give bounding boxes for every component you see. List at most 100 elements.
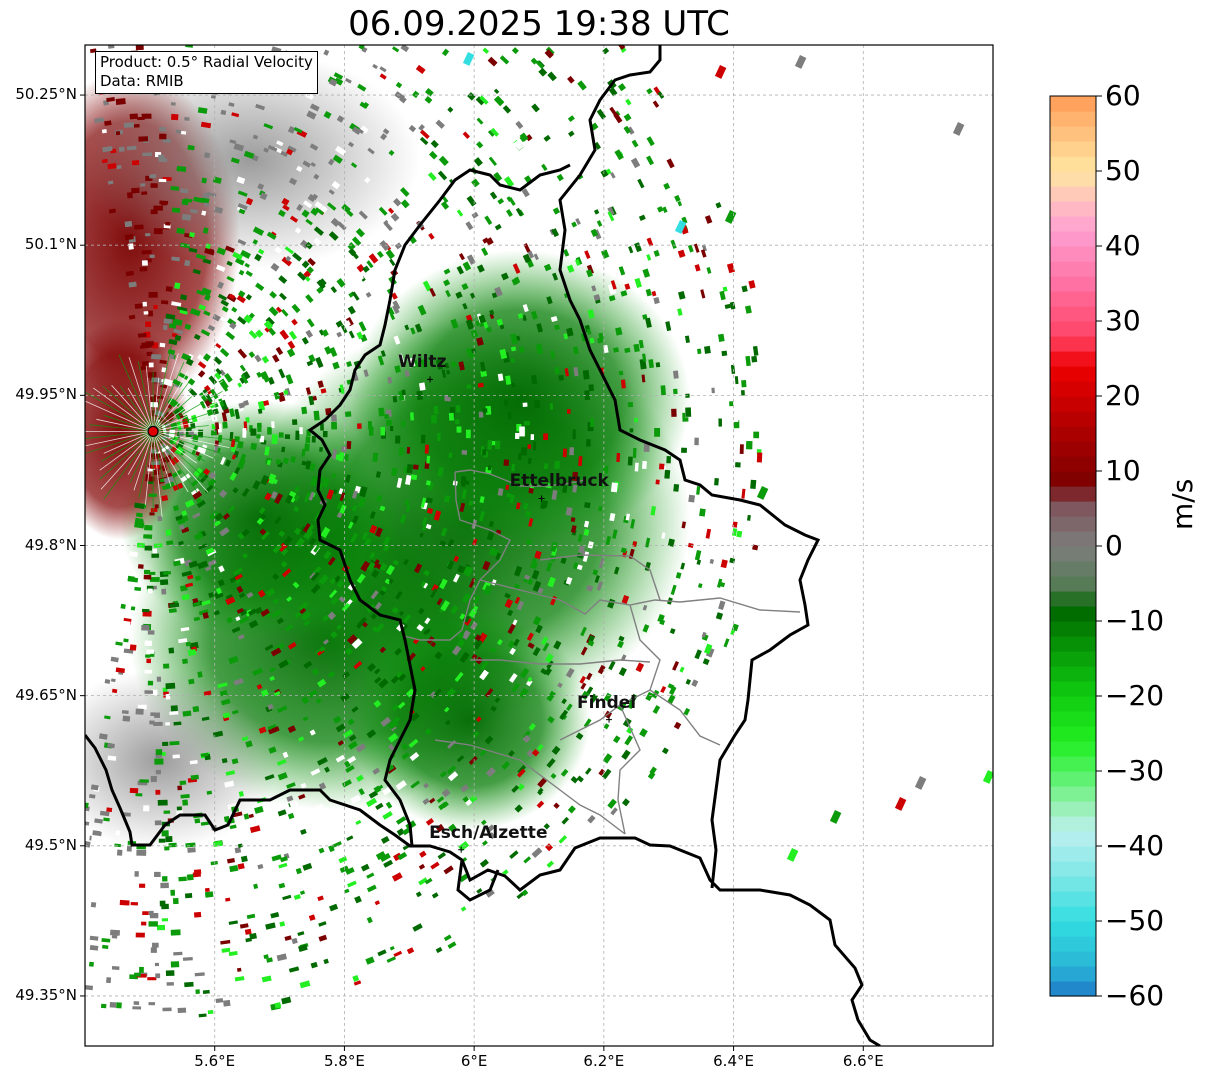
echo-cell (618, 266, 626, 276)
echo-cell (287, 812, 295, 820)
echo-cell (147, 630, 155, 635)
echo-cell (405, 504, 411, 513)
echo-cell (150, 775, 157, 783)
echo-cell (275, 458, 282, 465)
echo-cell (701, 428, 706, 438)
echo-cell (396, 477, 403, 488)
echo-cell (697, 583, 703, 589)
echo-cell (351, 291, 360, 301)
echo-cell (513, 638, 520, 647)
echo-cell (232, 251, 243, 261)
radar-ray (99, 431, 154, 471)
echo-cell (525, 134, 533, 142)
echo-cell (644, 561, 651, 572)
echo-cell (320, 423, 324, 431)
echo-cell (351, 236, 362, 247)
echo-cell (323, 550, 332, 560)
echo-cell (607, 211, 615, 222)
echo-cell (149, 576, 160, 582)
echo-cell (659, 619, 666, 626)
echo-cell (428, 150, 438, 160)
echo-cell (410, 327, 416, 335)
echo-cell (278, 275, 288, 284)
echo-cell (602, 753, 613, 764)
echo-cell (333, 575, 341, 583)
echo-cell (745, 355, 751, 367)
echo-cell (121, 710, 129, 715)
echo-cell (645, 537, 651, 548)
echo-cell (215, 998, 224, 1004)
colorbar-segment (1050, 876, 1096, 892)
echo-cell (169, 602, 180, 608)
echo-cell (426, 507, 434, 514)
colorbar-segment (1050, 261, 1096, 277)
city-marker (606, 716, 613, 723)
echo-cell (458, 253, 465, 261)
echo-cell (269, 675, 275, 682)
city-label: Wiltz (398, 352, 447, 373)
echo-cell (305, 92, 314, 100)
echo-cell (227, 505, 236, 514)
echo-cell (279, 292, 287, 301)
echo-cell (406, 464, 414, 474)
echo-cell (572, 346, 579, 355)
echo-cell (615, 327, 623, 336)
echo-cell (511, 463, 516, 472)
echo-cell (278, 659, 289, 669)
echo-cell (159, 126, 166, 132)
echo-cell (299, 980, 311, 989)
echo-cell (476, 141, 484, 149)
echo-cell (369, 426, 374, 436)
echo-cell (143, 534, 153, 539)
echo-cell (627, 456, 633, 466)
echo-cell (101, 938, 111, 943)
echo-cell (321, 329, 329, 337)
echo-cell (516, 892, 524, 900)
echo-cell (130, 606, 136, 611)
echo-cell (173, 721, 182, 726)
echo-cell (144, 669, 152, 674)
echo-cell (547, 71, 557, 82)
echo-cell (461, 489, 468, 500)
echo-cell (646, 237, 654, 247)
echo-cell (310, 207, 319, 216)
echo-cell (624, 283, 631, 290)
echo-cell (360, 125, 369, 134)
echo-cell (225, 331, 236, 341)
echo-cell (444, 706, 450, 713)
colorbar-segment (1050, 666, 1096, 682)
echo-cell (418, 382, 426, 391)
echo-cell (482, 560, 491, 571)
radar-ray (152, 431, 172, 487)
echo-cell (155, 749, 163, 756)
echo-cell (320, 388, 327, 394)
echo-cell (483, 584, 493, 596)
echo-cell (608, 87, 618, 97)
echo-cell (642, 460, 647, 470)
echo-cell (418, 124, 425, 131)
echo-cell (357, 423, 362, 429)
echo-cell (218, 398, 225, 408)
echo-cell (507, 640, 516, 649)
echo-cell (116, 165, 122, 170)
echo-cell (180, 473, 191, 483)
echo-cell (336, 512, 343, 519)
echo-cell (393, 950, 403, 958)
echo-cell (200, 444, 208, 454)
echo-cell (601, 768, 612, 780)
echo-cell (396, 828, 405, 837)
echo-cell (582, 551, 590, 562)
echo-cell (179, 309, 188, 315)
echo-cell (219, 689, 228, 697)
echo-cell (297, 271, 307, 281)
echo-cell (454, 671, 464, 682)
echo-cell (466, 384, 472, 390)
echo-cell (440, 600, 450, 612)
echo-cell (243, 400, 250, 406)
echo-cell (336, 501, 344, 510)
echo-cell (192, 385, 203, 395)
echo-cell (557, 801, 567, 812)
colorbar-segment (1050, 486, 1096, 502)
radar-ray (152, 431, 219, 491)
echo-cell (665, 321, 672, 332)
